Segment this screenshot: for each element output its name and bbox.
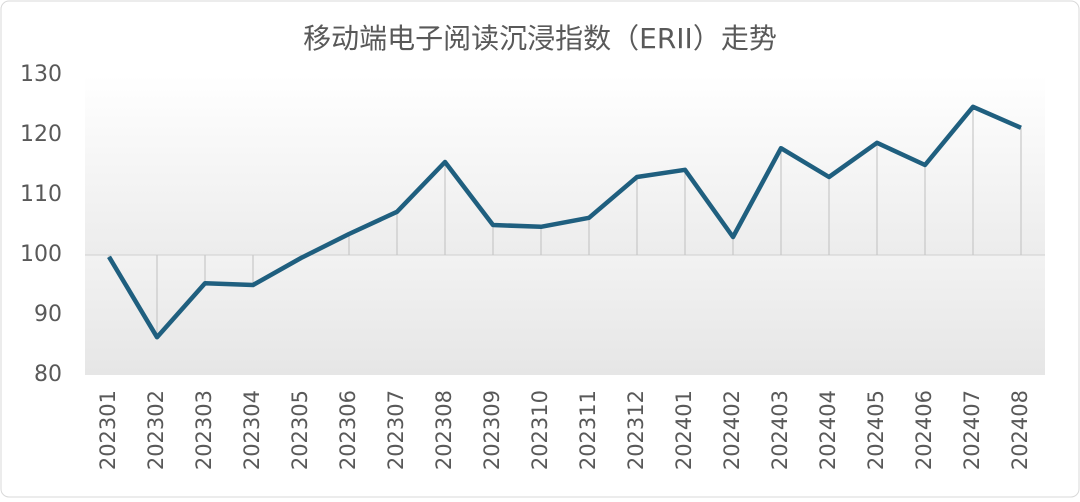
y-tick-label: 110: [20, 182, 62, 207]
y-tick-label: 90: [34, 302, 62, 327]
x-tick-label: 202405: [864, 390, 888, 470]
x-tick-label: 202309: [480, 390, 504, 470]
x-tick-label: 202402: [720, 390, 744, 470]
x-tick-label: 202408: [1008, 390, 1032, 470]
x-tick-label: 202306: [336, 390, 360, 470]
y-tick-label: 100: [20, 242, 62, 267]
x-tick-label: 202403: [768, 390, 792, 470]
x-tick-label: 202406: [912, 390, 936, 470]
y-tick-label: 120: [20, 122, 62, 147]
x-tick-label: 202305: [288, 390, 312, 470]
plot-area-upper: [85, 75, 1045, 255]
x-tick-label: 202303: [192, 390, 216, 470]
chart-title: 移动端电子阅读沉浸指数（ERII）走势: [303, 22, 777, 55]
x-tick-label: 202404: [816, 390, 840, 470]
y-tick-label: 130: [20, 62, 62, 87]
data-line: [107, 104, 1022, 340]
x-tick-label: 202407: [960, 390, 984, 470]
x-tick-label: 202312: [624, 390, 648, 470]
x-tick-label: 202310: [528, 390, 552, 470]
x-tick-label: 202308: [432, 390, 456, 470]
plot-area-lower: [85, 255, 1045, 375]
x-tick-label: 202301: [96, 390, 120, 470]
y-tick-label: 80: [34, 362, 62, 387]
x-tick-label: 202304: [240, 390, 264, 470]
x-tick-label: 202401: [672, 390, 696, 470]
x-tick-label: 202302: [144, 390, 168, 470]
x-tick-label: 202311: [576, 390, 600, 470]
x-tick-label: 202307: [384, 390, 408, 470]
